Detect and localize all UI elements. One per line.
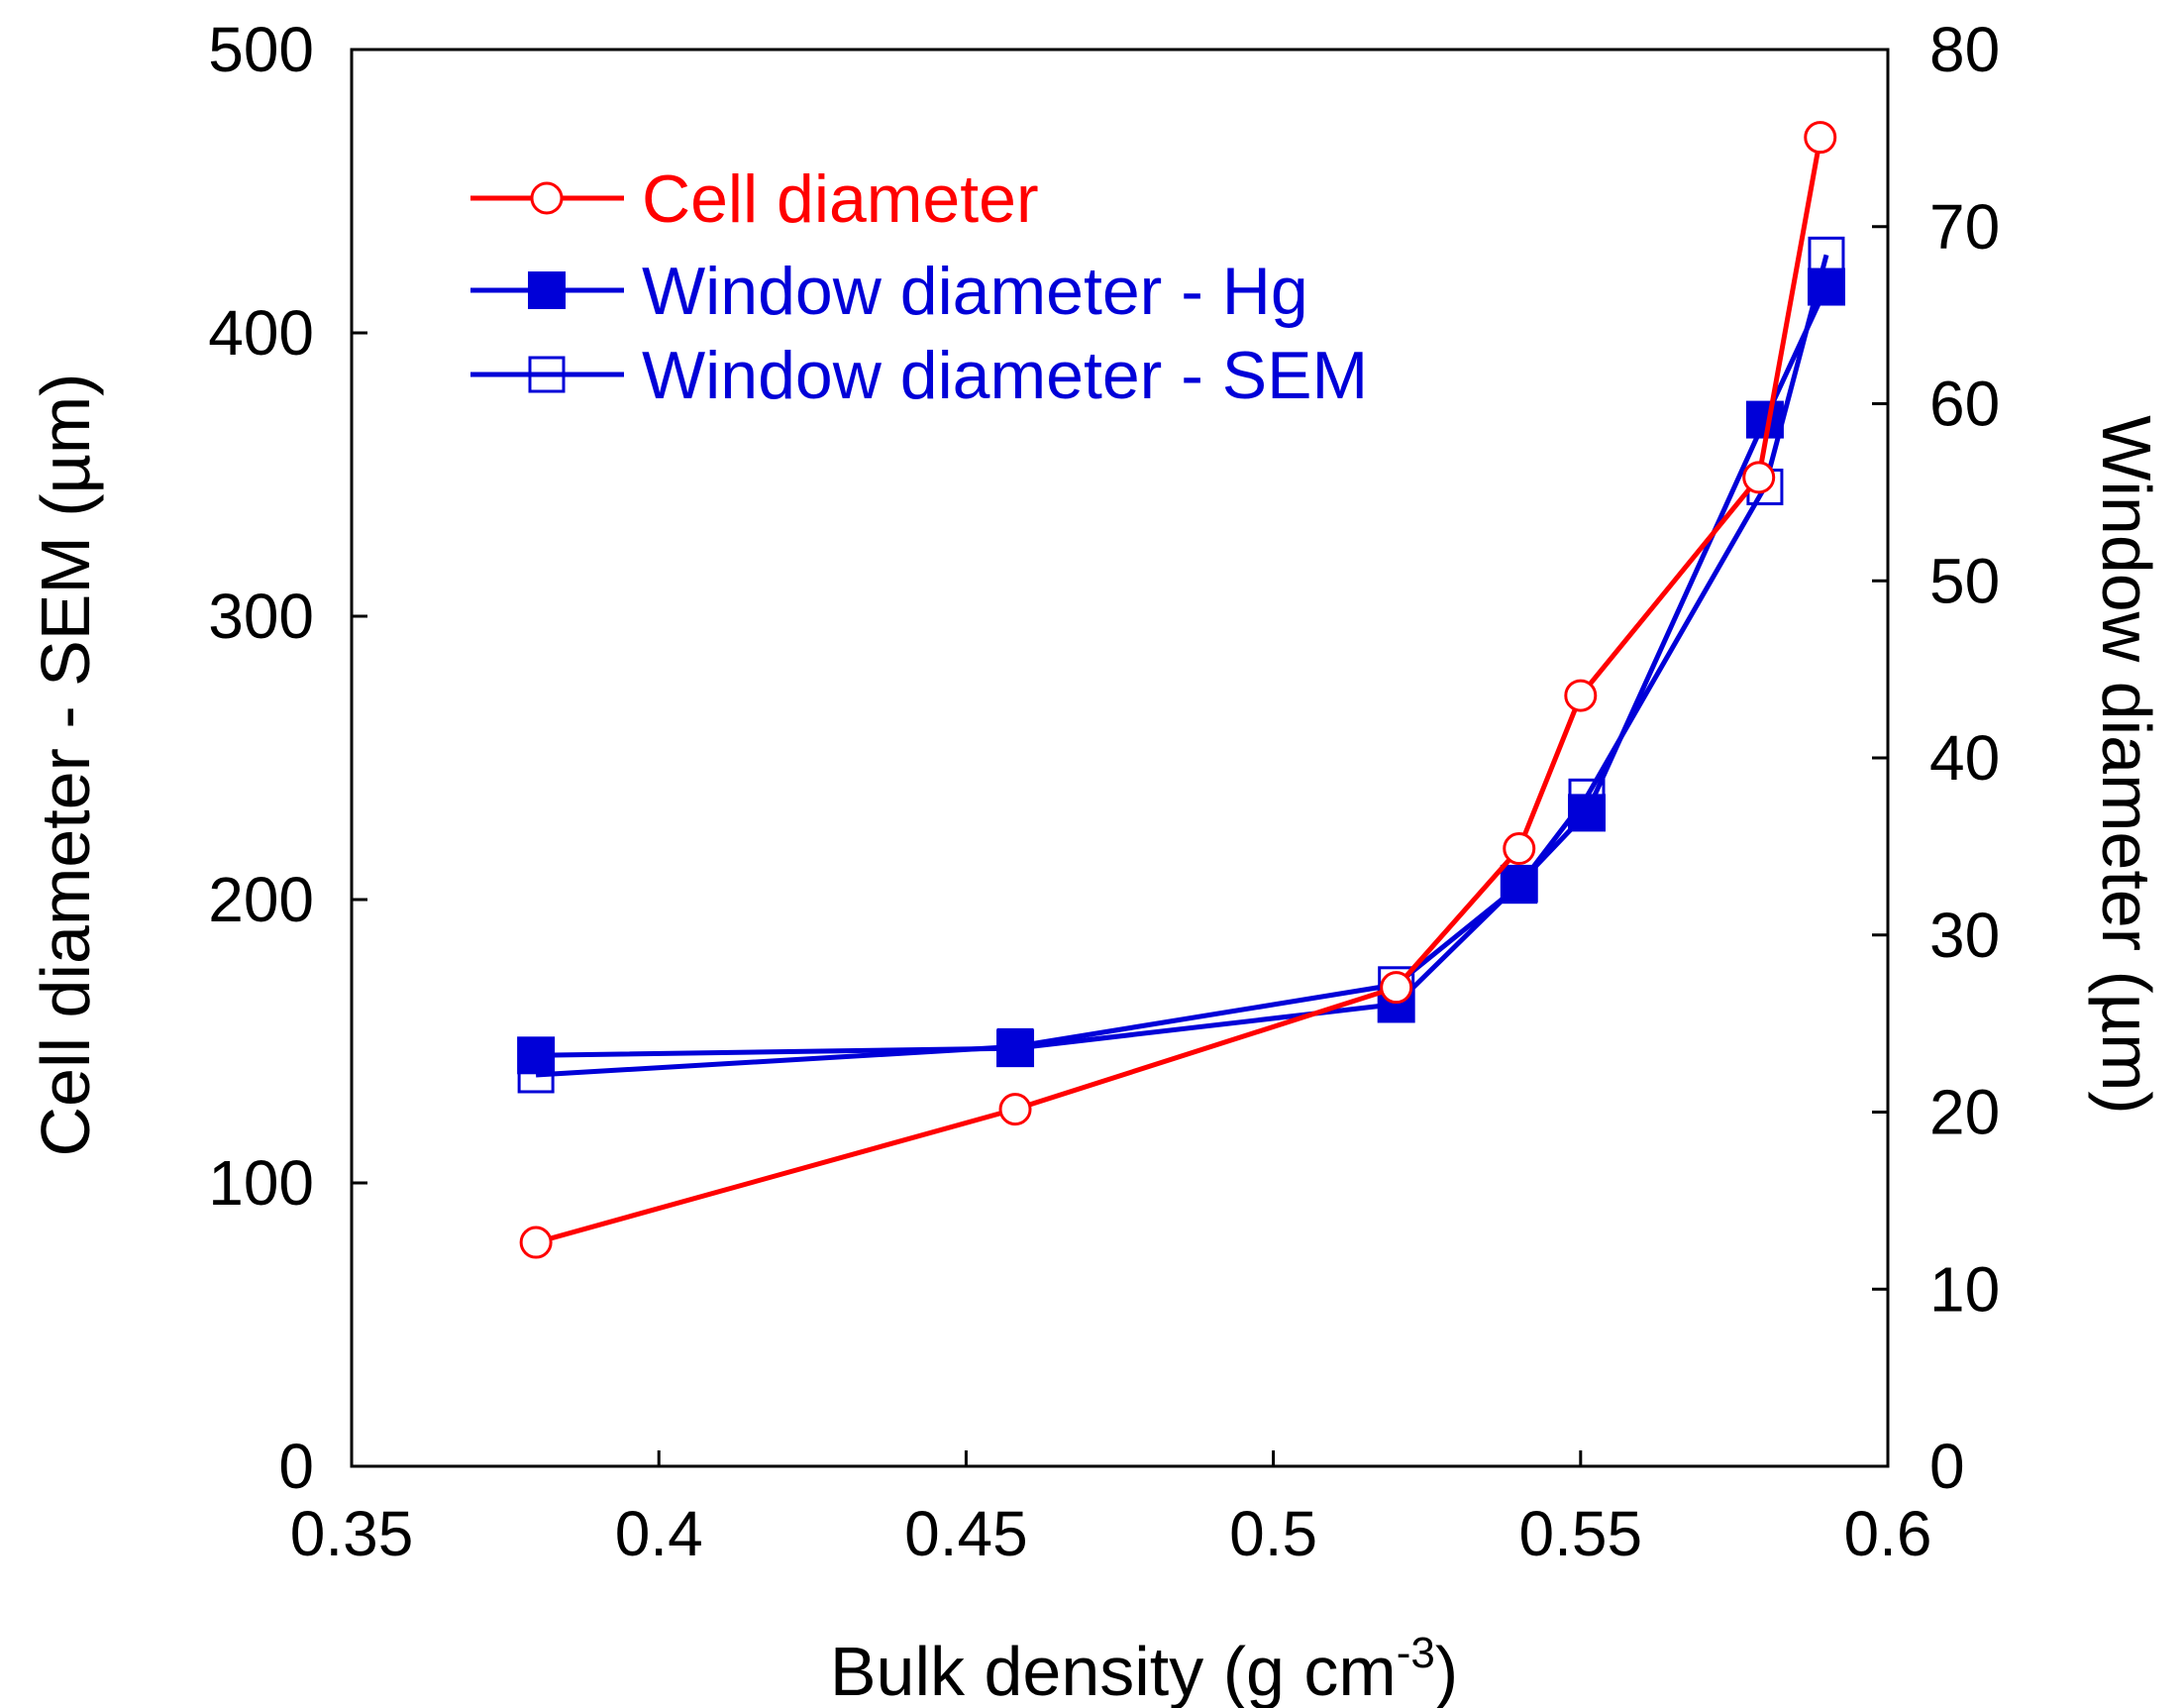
data-point-cell-diameter — [1742, 461, 1776, 494]
left-y-tick-label: 100 — [208, 1147, 314, 1219]
x-tick-label: 0.35 — [290, 1498, 414, 1569]
left-y-axis-title: Cell diameter - SEM (µm) — [27, 374, 104, 1157]
left-y-tick-label: 0 — [278, 1431, 314, 1502]
data-point-window-diameter-hg — [1568, 794, 1607, 832]
series-window-diameter-hg — [517, 267, 1845, 1075]
legend-label-window-diameter-sem: Window diameter - SEM — [642, 338, 1368, 413]
legend-label-window-diameter-hg: Window diameter - Hg — [642, 254, 1308, 329]
left-y-tick-label: 200 — [208, 864, 314, 935]
data-point-cell-diameter — [519, 1226, 553, 1259]
ticks-group: 0.35 0.4 0.45 0.5 0.55 0.60100200300400500010… — [208, 14, 2000, 1569]
legend-marker-cell-diameter — [530, 181, 564, 215]
right-y-tick-label: 20 — [1929, 1077, 2000, 1148]
x-tick-label: 0.5 — [1229, 1498, 1317, 1569]
x-tick-label: 0.45 — [904, 1498, 1028, 1569]
x-tick-label: 0.55 — [1519, 1498, 1643, 1569]
x-tick-label: 0.6 — [1844, 1498, 1932, 1569]
legend-item-window-diameter-hg: Window diameter - Hg — [470, 254, 1308, 329]
series-group — [517, 121, 1845, 1259]
data-point-window-diameter-hg — [517, 1036, 556, 1075]
legend-item-window-diameter-sem: Window diameter - SEM — [470, 338, 1368, 413]
data-point-cell-diameter — [1804, 121, 1837, 155]
data-point-cell-diameter — [1564, 679, 1598, 712]
data-point-window-diameter-hg — [1807, 267, 1845, 306]
right-y-tick-label: 0 — [1929, 1431, 1965, 1502]
legend-item-cell-diameter: Cell diameter — [470, 161, 1039, 237]
left-y-tick-label: 500 — [208, 14, 314, 85]
right-y-axis-title: Window diameter (µm) — [2088, 415, 2165, 1114]
x-axis-title: Bulk density (g cm-3) — [830, 1629, 1458, 1708]
right-y-tick-label: 30 — [1929, 900, 2000, 971]
legend-group: Cell diameter Window diameter - Hg Window … — [470, 161, 1368, 413]
legend-marker-window-diameter-hg — [528, 271, 566, 309]
right-y-tick-label: 50 — [1929, 545, 2000, 616]
x-axis-title-superscript: -3 — [1397, 1629, 1435, 1677]
data-point-cell-diameter — [1380, 971, 1413, 1005]
left-y-tick-label: 400 — [208, 297, 314, 369]
legend-marker-window-diameter-sem — [528, 356, 566, 393]
right-y-tick-label: 10 — [1929, 1253, 2000, 1325]
data-point-cell-diameter — [998, 1093, 1032, 1126]
right-y-tick-label: 70 — [1929, 191, 2000, 263]
data-point-window-diameter-hg — [996, 1029, 1035, 1068]
x-tick-label: 0.4 — [615, 1498, 703, 1569]
x-axis-title-close: ) — [1435, 1633, 1458, 1708]
right-y-tick-label: 40 — [1929, 722, 2000, 794]
data-point-window-diameter-hg — [1500, 864, 1538, 903]
left-y-tick-label: 300 — [208, 581, 314, 652]
x-axis-title-main: Bulk density (g cm — [830, 1633, 1397, 1708]
right-y-tick-label: 80 — [1929, 14, 2000, 85]
data-point-cell-diameter — [1503, 832, 1536, 866]
right-y-tick-label: 60 — [1929, 369, 2000, 440]
legend-label-cell-diameter: Cell diameter — [642, 161, 1039, 237]
series-cell-diameter — [519, 121, 1837, 1259]
